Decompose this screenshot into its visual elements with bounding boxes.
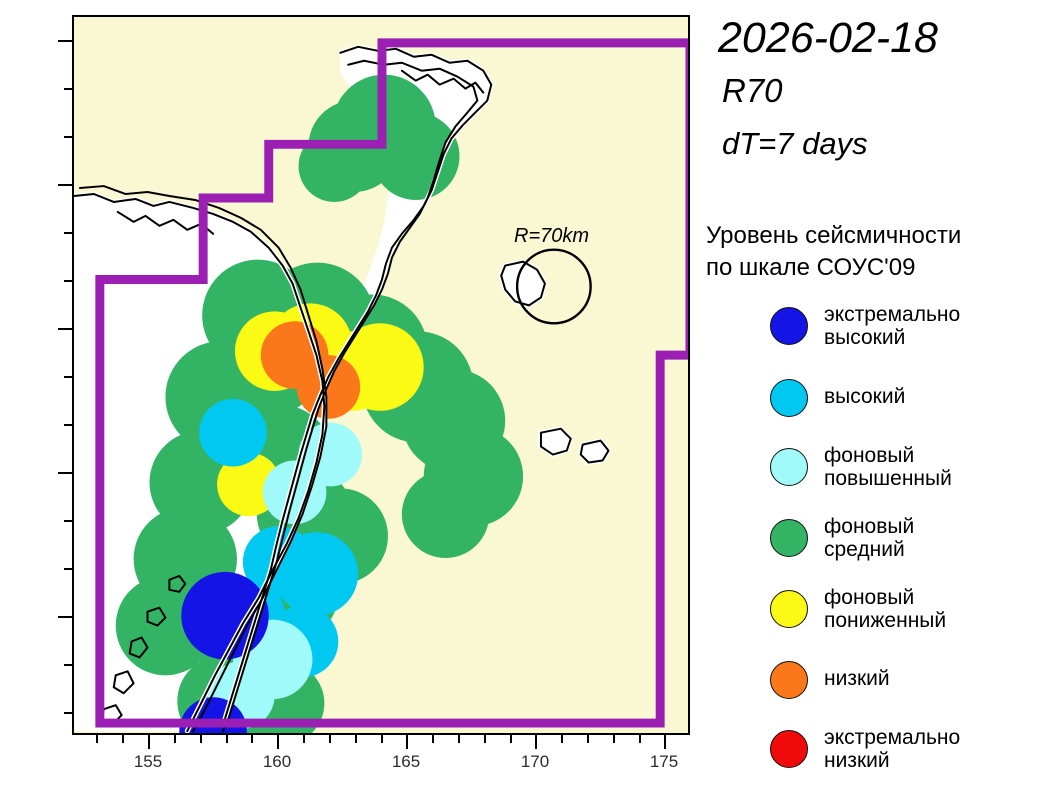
ytick-mark-minor [64, 88, 72, 90]
xtick-label-155: 155 [133, 752, 163, 771]
legend-swatch-extremely-high [770, 307, 808, 345]
xtick-mark-minor [355, 735, 357, 743]
xtick-mark-minor [251, 735, 253, 743]
ytick-mark-minor [64, 280, 72, 282]
xtick-mark-minor [561, 735, 563, 743]
page-title-window: dT=7 days [722, 126, 868, 161]
xtick-label-175: 175 [649, 752, 679, 771]
map-canvas [74, 17, 688, 733]
xtick-mark-minor [510, 735, 512, 743]
ytick-mark-minor [64, 712, 72, 714]
xtick-mark-minor [458, 735, 460, 743]
ytick-mark-major [58, 328, 72, 330]
radius-annotation-label: R=70km [514, 225, 590, 247]
legend-title-line1: Уровень сейсмичности [706, 222, 962, 249]
legend-swatch-background-elevated [770, 448, 808, 486]
study-area-boundary [95, 38, 688, 728]
xtick-mark-major [406, 735, 408, 749]
legend-item-high[interactable]: высокий [700, 375, 1051, 445]
map-plot-frame: R=70km [72, 15, 690, 735]
radius-reference-circle [515, 248, 592, 325]
legend-item-extremely-high[interactable]: экстремально высокий [700, 303, 1051, 373]
xtick-mark-minor [613, 735, 615, 743]
ytick-mark-minor [64, 664, 72, 666]
xtick-label-160: 160 [262, 752, 292, 771]
xtick-mark-minor [484, 735, 486, 743]
ytick-mark-minor [64, 520, 72, 522]
xtick-mark-major [148, 735, 150, 749]
legend-title-line2: по шкале СОУС'09 [706, 254, 916, 281]
legend-label-extremely-low: экстремально низкий [824, 726, 961, 772]
ytick-mark-minor [64, 232, 72, 234]
legend-item-background-reduced[interactable]: фоновый пониженный [700, 586, 1051, 656]
xtick-mark-minor [226, 735, 228, 743]
legend-item-low[interactable]: низкий [700, 657, 1051, 727]
legend-swatch-extremely-low [770, 730, 808, 768]
legend-swatch-background-medium [770, 519, 808, 557]
legend-item-extremely-low[interactable]: экстремально низкий [700, 726, 1051, 796]
legend-item-background-elevated[interactable]: фоновый повышенный [700, 444, 1051, 514]
legend-panel: 2026-02-18 R70 dT=7 days Уровень сейсмич… [700, 0, 1051, 779]
coastline-group [74, 44, 612, 733]
blob-layer-background-elevated [207, 422, 363, 730]
legend-label-low: низкий [824, 667, 890, 690]
xtick-mark-minor [381, 735, 383, 743]
map-panel: R=70km 63 60 57 54 51 155 160 165 170 17… [58, 15, 690, 771]
seismicity-blobs [115, 74, 524, 733]
ytick-mark-minor [64, 376, 72, 378]
xtick-label-165: 165 [391, 752, 421, 771]
xtick-mark-minor [200, 735, 202, 743]
xtick-mark-minor [329, 735, 331, 743]
xtick-mark-minor [174, 735, 176, 743]
legend-label-background-elevated: фоновый повышенный [824, 444, 952, 490]
xtick-mark-minor [432, 735, 434, 743]
xtick-mark-minor [587, 735, 589, 743]
xtick-mark-major [277, 735, 279, 749]
legend-label-background-medium: фоновый средний [824, 515, 915, 561]
legend-label-background-reduced: фоновый пониженный [824, 586, 947, 632]
legend-label-high: высокий [824, 385, 906, 408]
xtick-mark-minor [122, 735, 124, 743]
xtick-mark-major [535, 735, 537, 749]
ytick-mark-major [58, 184, 72, 186]
xtick-mark-minor [303, 735, 305, 743]
xtick-mark-minor [639, 735, 641, 743]
ytick-mark-major [58, 472, 72, 474]
page-title-radius: R70 [722, 72, 783, 109]
xtick-mark-major [664, 735, 666, 749]
page-title-date: 2026-02-18 [718, 14, 938, 62]
ytick-mark-major [58, 616, 72, 618]
ytick-mark-minor [64, 568, 72, 570]
legend-swatch-high [770, 379, 808, 417]
xtick-mark-minor [96, 735, 98, 743]
legend-swatch-low [770, 661, 808, 699]
ytick-mark-minor [64, 136, 72, 138]
legend-item-background-medium[interactable]: фоновый средний [700, 515, 1051, 585]
legend-label-extremely-high: экстремально высокий [824, 303, 961, 349]
ytick-mark-minor [64, 424, 72, 426]
ytick-mark-major [58, 40, 72, 42]
xtick-label-170: 170 [520, 752, 550, 771]
legend-swatch-background-reduced [770, 590, 808, 628]
